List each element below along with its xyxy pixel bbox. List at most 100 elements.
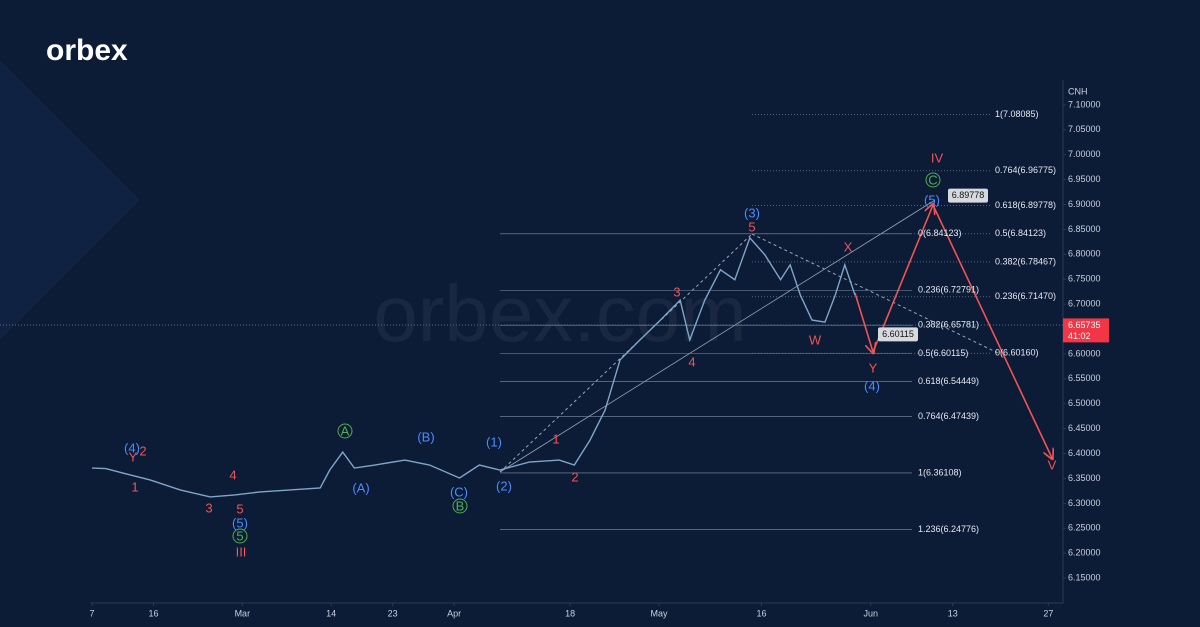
wave-label: (5) (924, 192, 940, 207)
wave-label: IV (931, 150, 944, 165)
wave-label: 1 (131, 479, 138, 494)
x-tick-label: May (650, 608, 668, 618)
x-tick-label: Mar (235, 608, 251, 618)
y-tick-label: 6.85000 (1068, 224, 1101, 234)
wave-circle (452, 498, 468, 514)
y-tick-label: 6.95000 (1068, 174, 1101, 184)
y-tick-label: 6.70000 (1068, 299, 1101, 309)
y-tick-label: 7.05000 (1068, 124, 1101, 134)
wave-circle (925, 172, 941, 188)
y-tick-label: 6.60000 (1068, 348, 1101, 358)
wave-label: 5 (236, 528, 243, 543)
wave-label: B (456, 498, 465, 513)
wave-label: W (809, 332, 822, 347)
y-tick-label: 7.10000 (1068, 99, 1101, 109)
y-tick-label: 6.75000 (1068, 274, 1101, 284)
callout-box (948, 188, 988, 203)
fib-label: 0.764(6.96775) (995, 165, 1056, 175)
callout-label: 6.60115 (882, 329, 914, 339)
wave-label: (C) (450, 484, 468, 499)
wave-label: 4 (229, 467, 236, 482)
x-tick-label: 16 (756, 608, 766, 618)
axis-title: CNH (1068, 86, 1088, 96)
fib-label: 0.5(6.84123) (995, 228, 1046, 238)
y-tick-label: 6.15000 (1068, 572, 1101, 582)
y-tick-label: 6.45000 (1068, 423, 1101, 433)
last-price-box (1063, 318, 1109, 343)
price-line (92, 236, 856, 498)
wave-label: X (844, 239, 853, 254)
wave-label: (2) (496, 478, 512, 493)
x-tick-label: 23 (388, 608, 398, 618)
y-tick-label: 6.80000 (1068, 249, 1101, 259)
wave-label: 2 (571, 469, 578, 484)
fib-label: 0.764(6.47439) (918, 411, 979, 421)
x-tick-label: 16 (149, 608, 159, 618)
wave-label: (4) (124, 440, 140, 455)
y-tick-label: 6.90000 (1068, 199, 1101, 209)
callout-box (878, 327, 918, 342)
x-tick-label: 18 (565, 608, 575, 618)
trend-line (499, 199, 936, 473)
countdown: 41:02 (1068, 331, 1091, 341)
x-tick-label: 13 (948, 608, 958, 618)
wave-label: A (341, 423, 350, 438)
wave-circle (232, 528, 248, 544)
x-tick-label: Jun (863, 608, 878, 618)
y-tick-label: 6.35000 (1068, 473, 1101, 483)
y-tick-label: 6.40000 (1068, 448, 1101, 458)
x-tick-label: 14 (326, 608, 336, 618)
decor (0, 60, 140, 340)
x-tick-label: Apr (447, 608, 461, 618)
wave-label: 3 (205, 500, 212, 515)
wave-label: Y (869, 360, 878, 375)
wave-label: 2 (139, 443, 146, 458)
wave-label: 5 (236, 501, 243, 516)
wave-circle (337, 423, 353, 439)
wave-label: (1) (486, 434, 502, 449)
wave-label: 1 (552, 431, 559, 446)
wave-label: Y (129, 449, 138, 464)
wave-label: 5 (748, 219, 755, 234)
x-tick-label: 7 (90, 608, 95, 618)
y-tick-label: 6.20000 (1068, 548, 1101, 558)
fib-label: 0.5(6.60115) (918, 348, 968, 358)
wave-label: C (928, 172, 937, 187)
fib-label: 0.618(6.54449) (918, 376, 979, 386)
callout-label: 6.89778 (952, 190, 985, 200)
last-price-label: 6.65735 (1068, 320, 1101, 330)
arrow (932, 204, 1052, 458)
y-tick-label: 6.55000 (1068, 373, 1101, 383)
wave-label: 4 (688, 354, 695, 369)
y-tick-label: 7.00000 (1068, 149, 1101, 159)
wave-label: (3) (744, 205, 760, 220)
trend-line (499, 233, 753, 473)
fib-label: 1(7.08085) (995, 109, 1039, 119)
fib-label: 0.382(6.65781) (918, 320, 979, 330)
wave-label: 3 (673, 284, 680, 299)
fib-label: 0(6.84123) (918, 228, 962, 238)
y-tick-label: 6.25000 (1068, 523, 1101, 533)
y-tick-label: 6.50000 (1068, 398, 1101, 408)
fib-label: 0.382(6.78467) (995, 256, 1056, 266)
wave-label: (B) (417, 429, 434, 444)
fib-label: 1(6.36108) (918, 467, 962, 477)
wave-label: III (236, 544, 247, 559)
wave-label: (4) (864, 378, 880, 393)
wave-label: (A) (352, 480, 369, 495)
wave-label: (5) (232, 515, 248, 530)
fib-label: 0.236(6.71470) (995, 291, 1056, 301)
fib-label: 0.236(6.72791) (918, 285, 979, 295)
wave-label: V (1048, 457, 1057, 472)
x-tick-label: 27 (1043, 608, 1053, 618)
arrow (854, 292, 873, 352)
watermark: orbex.com (373, 269, 746, 358)
logo: orbex (46, 34, 128, 67)
fib-label: 0(6.60160) (995, 348, 1039, 358)
fib-label: 0.618(6.89778) (995, 200, 1056, 210)
y-tick-label: 6.30000 (1068, 498, 1101, 508)
trend-line (751, 233, 1001, 355)
fib-label: 1.236(6.24776) (918, 524, 979, 534)
